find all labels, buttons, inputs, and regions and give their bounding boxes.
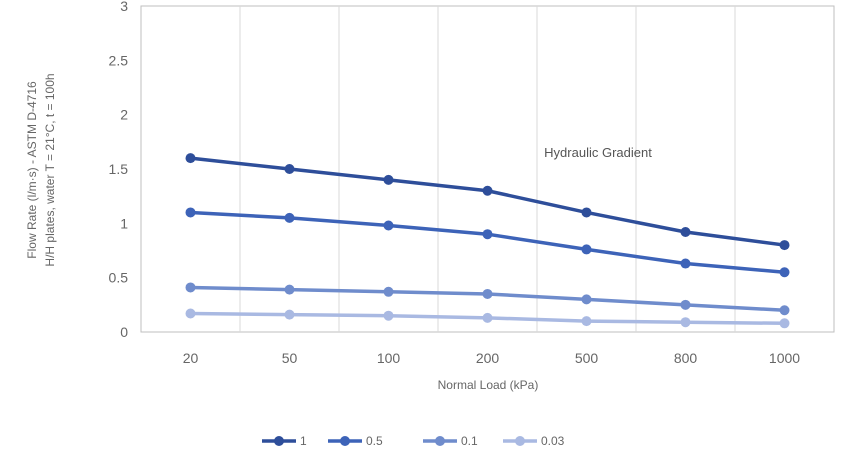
data-point-0.1 xyxy=(779,305,790,316)
x-tick-label: 1000 xyxy=(769,350,800,366)
legend-label-0.1: 0.1 xyxy=(461,434,478,448)
legend-marker-0.03 xyxy=(515,436,525,446)
legend-marker-0.5 xyxy=(340,436,350,446)
data-point-1 xyxy=(185,153,196,164)
legend-label-0.5: 0.5 xyxy=(366,434,383,448)
x-axis-ticks: 20 50 100 200 500 800 1000 xyxy=(183,350,801,366)
data-point-0.5 xyxy=(680,258,691,269)
x-tick-label: 50 xyxy=(282,350,298,366)
plot-area xyxy=(140,5,835,333)
x-axis-title: Normal Load (kPa) xyxy=(438,378,539,392)
data-point-0.03 xyxy=(581,316,592,327)
data-point-1 xyxy=(680,227,691,238)
y-tick-label: 3 xyxy=(120,0,128,14)
data-point-0.03 xyxy=(482,312,493,323)
gridlines xyxy=(239,6,736,332)
data-point-0.1 xyxy=(284,284,295,295)
y-tick-label: 2.5 xyxy=(109,52,129,68)
data-point-0.5 xyxy=(482,229,493,240)
data-point-1 xyxy=(284,164,295,174)
data-point-0.5 xyxy=(779,267,790,278)
data-point-0.03 xyxy=(779,318,790,329)
data-point-0.1 xyxy=(185,282,196,293)
y-axis-title-line-1: Flow Rate (l/m·s) - ASTM D-4716 xyxy=(25,81,39,259)
data-point-0.1 xyxy=(482,288,493,299)
x-tick-label: 200 xyxy=(476,350,500,366)
y-tick-label: 2 xyxy=(120,107,128,123)
data-point-0.1 xyxy=(680,299,691,310)
data-point-0.03 xyxy=(680,317,691,328)
legend-marker-0.1 xyxy=(435,436,445,446)
data-point-1 xyxy=(482,185,493,196)
hydraulic-gradient-annotation: Hydraulic Gradient xyxy=(544,145,652,160)
x-tick-label: 20 xyxy=(183,350,199,366)
data-point-0.5 xyxy=(284,212,295,223)
data-point-0.03 xyxy=(284,309,295,320)
data-point-1 xyxy=(779,240,790,251)
y-tick-label: 1.5 xyxy=(109,161,129,177)
y-tick-label: 0 xyxy=(120,324,128,340)
data-point-1 xyxy=(383,174,394,185)
data-point-0.03 xyxy=(185,308,196,319)
data-point-0.5 xyxy=(185,207,196,218)
data-point-0.03 xyxy=(383,310,394,321)
x-tick-label: 500 xyxy=(575,350,599,366)
legend-label-1: 1 xyxy=(300,434,307,448)
legend-marker-1 xyxy=(274,436,284,446)
y-axis-title-line-2: H/H plates, water T = 21°C, t = 100h xyxy=(43,73,57,266)
series-group xyxy=(185,153,790,329)
y-axis-ticks: 0 0.5 1 1.5 2 2.5 3 xyxy=(109,0,129,340)
data-point-0.1 xyxy=(581,294,592,305)
data-point-0.1 xyxy=(383,286,394,297)
legend-label-0.03: 0.03 xyxy=(541,434,565,448)
x-tick-label: 800 xyxy=(674,350,698,366)
data-point-1 xyxy=(581,207,592,218)
series-line-0.5 xyxy=(190,210,785,274)
x-tick-label: 100 xyxy=(377,350,401,366)
legend: 1 0.5 0.1 0.03 xyxy=(262,434,565,448)
data-point-0.5 xyxy=(581,244,592,255)
data-point-0.5 xyxy=(383,220,394,231)
y-tick-label: 0.5 xyxy=(109,270,129,286)
y-tick-label: 1 xyxy=(120,215,128,231)
